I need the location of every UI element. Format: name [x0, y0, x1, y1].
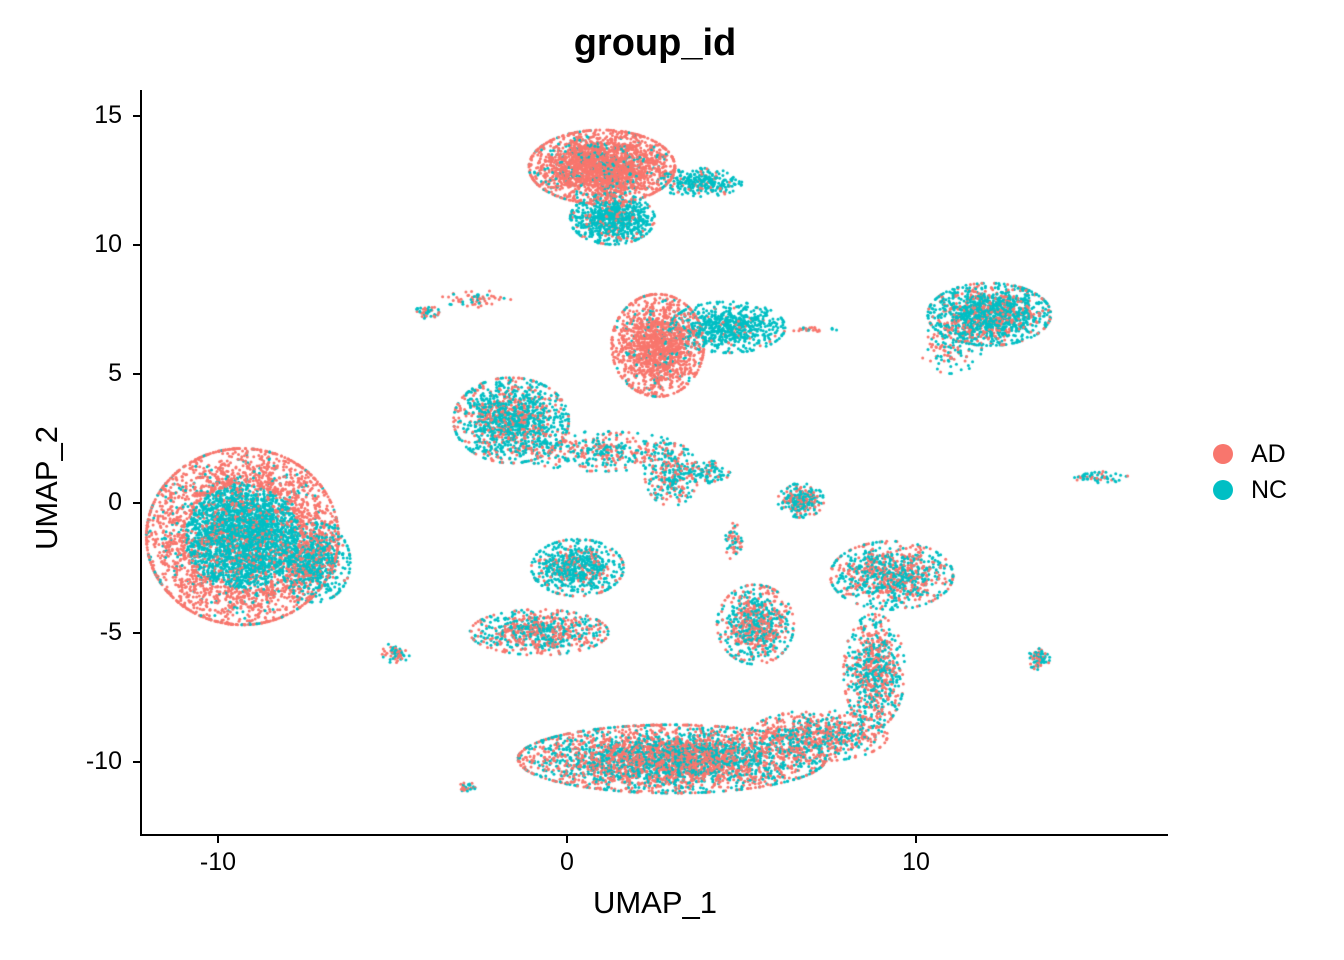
- x-axis-line: [140, 834, 1168, 836]
- legend: AD NC: [1205, 436, 1287, 508]
- y-tick: [133, 373, 140, 375]
- x-tick: [566, 836, 568, 843]
- x-tick-label: 10: [902, 848, 930, 876]
- legend-swatch-ad-icon: [1213, 444, 1233, 464]
- y-tick-label: 5: [108, 359, 122, 387]
- y-tick: [133, 244, 140, 246]
- y-tick-label: -10: [85, 747, 122, 775]
- y-tick: [133, 502, 140, 504]
- legend-label: NC: [1251, 475, 1288, 504]
- y-tick-label: 0: [108, 488, 122, 516]
- y-tick-label: -5: [99, 618, 122, 646]
- x-tick-label: 0: [560, 848, 574, 876]
- legend-item-ad: AD: [1205, 436, 1287, 472]
- legend-label: AD: [1251, 439, 1286, 468]
- x-tick: [217, 836, 219, 843]
- y-axis-title: UMAP_2: [29, 425, 64, 551]
- y-tick: [133, 632, 140, 634]
- x-tick: [915, 836, 917, 843]
- y-tick: [133, 761, 140, 763]
- legend-item-nc: NC: [1205, 472, 1287, 508]
- x-axis-title: UMAP_1: [592, 885, 718, 920]
- y-tick: [133, 115, 140, 117]
- y-tick-label: 10: [94, 230, 122, 258]
- x-tick-label: -10: [199, 848, 237, 876]
- y-tick-label: 15: [94, 101, 122, 129]
- legend-swatch-nc-icon: [1213, 480, 1233, 500]
- y-axis-line: [140, 90, 142, 836]
